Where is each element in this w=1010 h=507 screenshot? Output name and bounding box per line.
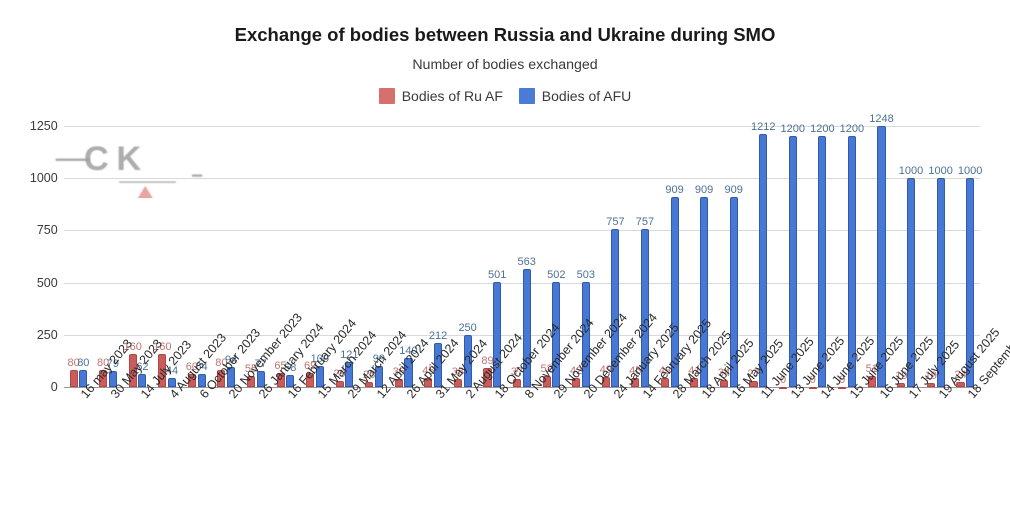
svg-text:CK: CK [84,140,149,178]
